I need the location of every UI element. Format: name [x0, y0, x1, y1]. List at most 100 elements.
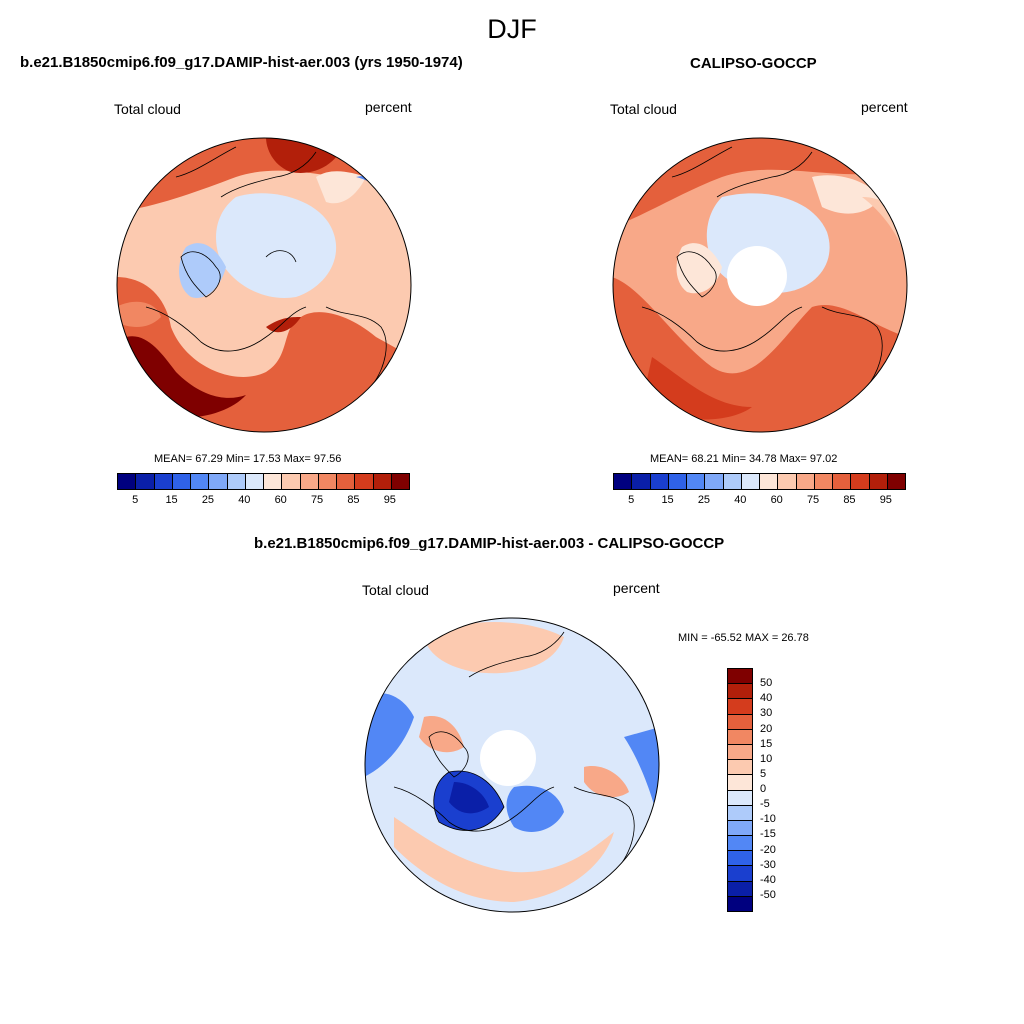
diff-colorbar-tick-label: -5 [760, 798, 770, 811]
obs-colorbar-tick-label: 60 [770, 494, 783, 506]
obs-colorbar-box [833, 474, 852, 489]
diff-colorbar-tick-label: 10 [760, 752, 773, 765]
obs-colorbar-tick-label: 5 [628, 494, 635, 506]
diff-colorbar-box [728, 669, 752, 685]
obs-colorbar-ticks: 5 15 25 40 60 75 85 95 [613, 494, 904, 508]
model-colorbar-box [337, 474, 356, 489]
diff-colorbar-box [728, 699, 752, 715]
obs-colorbar-box [614, 474, 633, 489]
obs-colorbar-box [705, 474, 724, 489]
diff-colorbar-box [728, 790, 752, 806]
model-colorbar-box [227, 474, 246, 489]
obs-colorbar-box [668, 474, 687, 489]
diff-colorbar-box [728, 805, 752, 821]
obs-colorbar-tick-label: 25 [697, 494, 711, 506]
model-variable-label: Total cloud [114, 101, 181, 117]
diff-colorbar-box [728, 881, 752, 897]
model-colorbar-tick-label: 5 [132, 494, 139, 506]
model-colorbar-ticks: 5 15 25 40 60 75 85 95 [117, 494, 408, 508]
obs-colorbar-tick-label: 40 [734, 494, 747, 506]
model-colorbar-box [118, 474, 137, 489]
model-colorbar-box [136, 474, 155, 489]
obs-colorbar-box [632, 474, 651, 489]
model-colorbar-tick-label: 15 [165, 494, 178, 506]
model-colorbar-tick-label: 60 [274, 494, 287, 506]
model-colorbar [117, 473, 410, 490]
model-colorbar-box [172, 474, 191, 489]
diff-colorbar-tick-label: 0 [760, 783, 767, 795]
obs-variable-label: Total cloud [610, 101, 677, 117]
page-title: DJF [487, 14, 537, 44]
diff-colorbar [727, 668, 753, 912]
obs-units-label: percent [861, 99, 908, 115]
diff-colorbar-box [728, 896, 752, 911]
diff-colorbar-tick-label: -20 [760, 843, 776, 856]
obs-stats: MEAN= 68.21 Min= 34.78 Max= 97.02 [650, 453, 838, 465]
diff-colorbar-tick-label: -40 [760, 873, 776, 886]
diff-stats: MIN = -65.52 MAX = 26.78 [678, 632, 809, 644]
model-colorbar-box [391, 474, 409, 489]
obs-colorbar-box [741, 474, 760, 489]
diff-panel-title: b.e21.B1850cmip6.f09_g17.DAMIP-hist-aer.… [254, 535, 725, 552]
obs-colorbar-box [887, 474, 905, 489]
diff-colorbar-box [728, 836, 752, 852]
obs-colorbar-tick-label: 15 [661, 494, 674, 506]
obs-colorbar-box [814, 474, 833, 489]
model-colorbar-box [264, 474, 283, 489]
obs-colorbar-tick-label: 75 [806, 494, 820, 506]
diff-colorbar-box [728, 760, 752, 776]
obs-colorbar-box [778, 474, 797, 489]
obs-colorbar-box [796, 474, 815, 489]
model-polar-map [116, 137, 412, 433]
diff-colorbar-tick-label: 30 [760, 707, 773, 720]
diff-units-label: percent [613, 580, 660, 596]
diff-colorbar-tick-label: 15 [760, 737, 773, 750]
obs-colorbar-box [869, 474, 888, 489]
model-colorbar-box [282, 474, 301, 489]
model-colorbar-box [318, 474, 337, 489]
obs-colorbar-tick-label: 85 [843, 494, 856, 506]
model-colorbar-box [300, 474, 319, 489]
model-colorbar-tick-label: 85 [347, 494, 360, 506]
model-colorbar-box [245, 474, 264, 489]
obs-colorbar-tick-label: 95 [879, 494, 892, 506]
diff-colorbar-tick-label: -10 [760, 813, 776, 826]
model-panel-title: b.e21.B1850cmip6.f09_g17.DAMIP-hist-aer.… [20, 54, 463, 71]
model-colorbar-tick-label: 40 [238, 494, 251, 506]
diff-variable-label: Total cloud [362, 582, 429, 598]
diff-colorbar-box [728, 729, 752, 745]
model-colorbar-box [191, 474, 210, 489]
model-colorbar-box [209, 474, 228, 489]
diff-colorbar-tick-label: 40 [760, 692, 773, 705]
diff-colorbar-box [728, 684, 752, 700]
obs-panel-title: CALIPSO-GOCCP [690, 55, 817, 72]
model-colorbar-box [355, 474, 374, 489]
obs-colorbar-box [650, 474, 669, 489]
diff-polar-map [364, 617, 660, 913]
diff-colorbar-tick-label: 50 [760, 677, 773, 690]
diff-colorbar-box [728, 775, 752, 791]
diff-colorbar-box [728, 820, 752, 837]
diff-colorbar-tick-label: -30 [760, 858, 776, 871]
obs-colorbar-box [851, 474, 870, 489]
diff-colorbar-box [728, 744, 752, 761]
diff-colorbar-tick-label: 5 [760, 767, 767, 780]
obs-polar-map [612, 137, 908, 433]
obs-colorbar-box [687, 474, 706, 489]
diff-colorbar-box [728, 866, 752, 882]
model-stats: MEAN= 67.29 Min= 17.53 Max= 97.56 [154, 453, 342, 465]
diff-colorbar-tick-label: -50 [760, 888, 776, 901]
diff-colorbar-tick-label: 20 [760, 722, 773, 735]
diff-colorbar-box [728, 714, 752, 730]
obs-colorbar [613, 473, 906, 490]
diff-colorbar-box [728, 851, 752, 867]
obs-colorbar-box [760, 474, 779, 489]
model-colorbar-box [373, 474, 392, 489]
obs-colorbar-box [723, 474, 742, 489]
model-units-label: percent [365, 99, 412, 115]
model-colorbar-tick-label: 25 [201, 494, 215, 506]
model-colorbar-tick-label: 95 [383, 494, 396, 506]
diff-colorbar-ticks: 50 40 30 20 15 10 5 0 -5 -10 -15 -20 -30 -40 -50 [760, 668, 800, 910]
diff-colorbar-tick-label: -15 [760, 828, 776, 841]
model-colorbar-box [154, 474, 173, 489]
